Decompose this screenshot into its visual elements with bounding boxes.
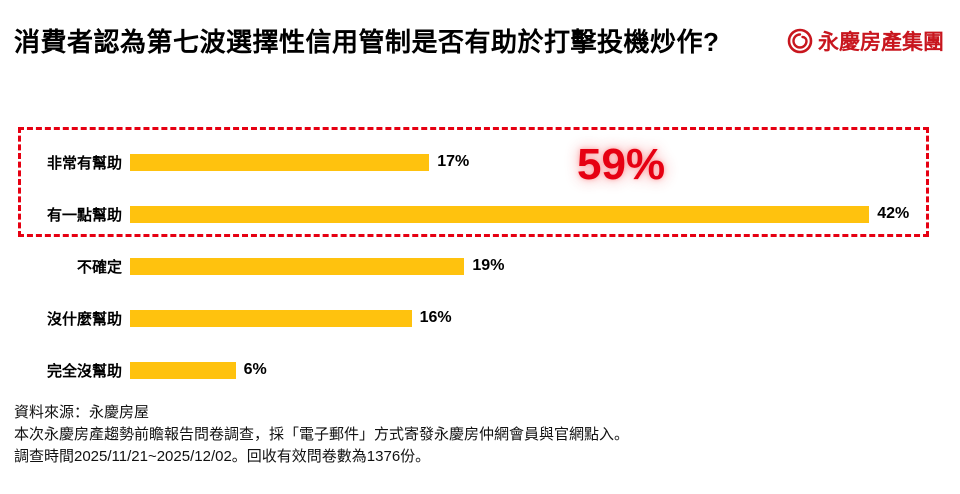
value-label: 19% (472, 257, 505, 274)
company-logo: 永慶房產集團 (787, 26, 944, 56)
bar (130, 257, 465, 275)
category-label: 非常有幫助 (46, 154, 122, 172)
footer-notes: 資料來源：永慶房屋 本次永慶房產趨勢前瞻報告問卷調查，採「電子郵件」方式寄發永慶… (14, 402, 629, 468)
survey-period-note: 調查時間2025/11/21~2025/12/02。回收有效問卷數為1376份。 (14, 448, 431, 465)
category-label: 沒什麼幫助 (46, 310, 122, 328)
value-label: 6% (243, 361, 267, 378)
bar-track (130, 361, 236, 379)
bar (130, 153, 430, 171)
bar-track (130, 257, 465, 275)
company-logo-icon (787, 28, 813, 54)
source-note: 資料來源：永慶房屋 (14, 404, 150, 421)
category-label: 不確定 (76, 258, 122, 276)
company-logo-text: 永慶房產集團 (818, 30, 944, 54)
header: 消費者認為第七波選擇性信用管制是否有助於打擊投機炒作? 永慶房產集團 (14, 22, 944, 59)
category-label: 完全沒幫助 (46, 362, 122, 380)
bar-track (130, 205, 870, 223)
bar (130, 205, 870, 223)
bar-track (130, 153, 430, 171)
bar-row: 非常有幫助 17% (14, 136, 960, 188)
bar (130, 361, 236, 379)
bar-row: 不確定 19% (14, 240, 960, 292)
page-title: 消費者認為第七波選擇性信用管制是否有助於打擊投機炒作? (14, 27, 720, 57)
bar-row: 完全沒幫助 6% (14, 344, 960, 396)
value-label: 16% (419, 309, 452, 326)
value-label: 42% (877, 205, 910, 222)
bar-row: 沒什麼幫助 16% (14, 292, 960, 344)
bar-row: 有一點幫助 42% (14, 188, 960, 240)
category-label: 有一點幫助 (46, 206, 122, 224)
bar-chart: 非常有幫助 17% 有一點幫助 42% 不確定 19% 沒什麼幫助 16 (14, 136, 960, 396)
highlight-total-label: 59% (577, 140, 666, 189)
method-note: 本次永慶房產趨勢前瞻報告問卷調查，採「電子郵件」方式寄發永慶房仲網會員與官網點入… (14, 426, 630, 443)
bar-track (130, 309, 412, 327)
value-label: 17% (437, 153, 470, 170)
bar (130, 309, 412, 327)
